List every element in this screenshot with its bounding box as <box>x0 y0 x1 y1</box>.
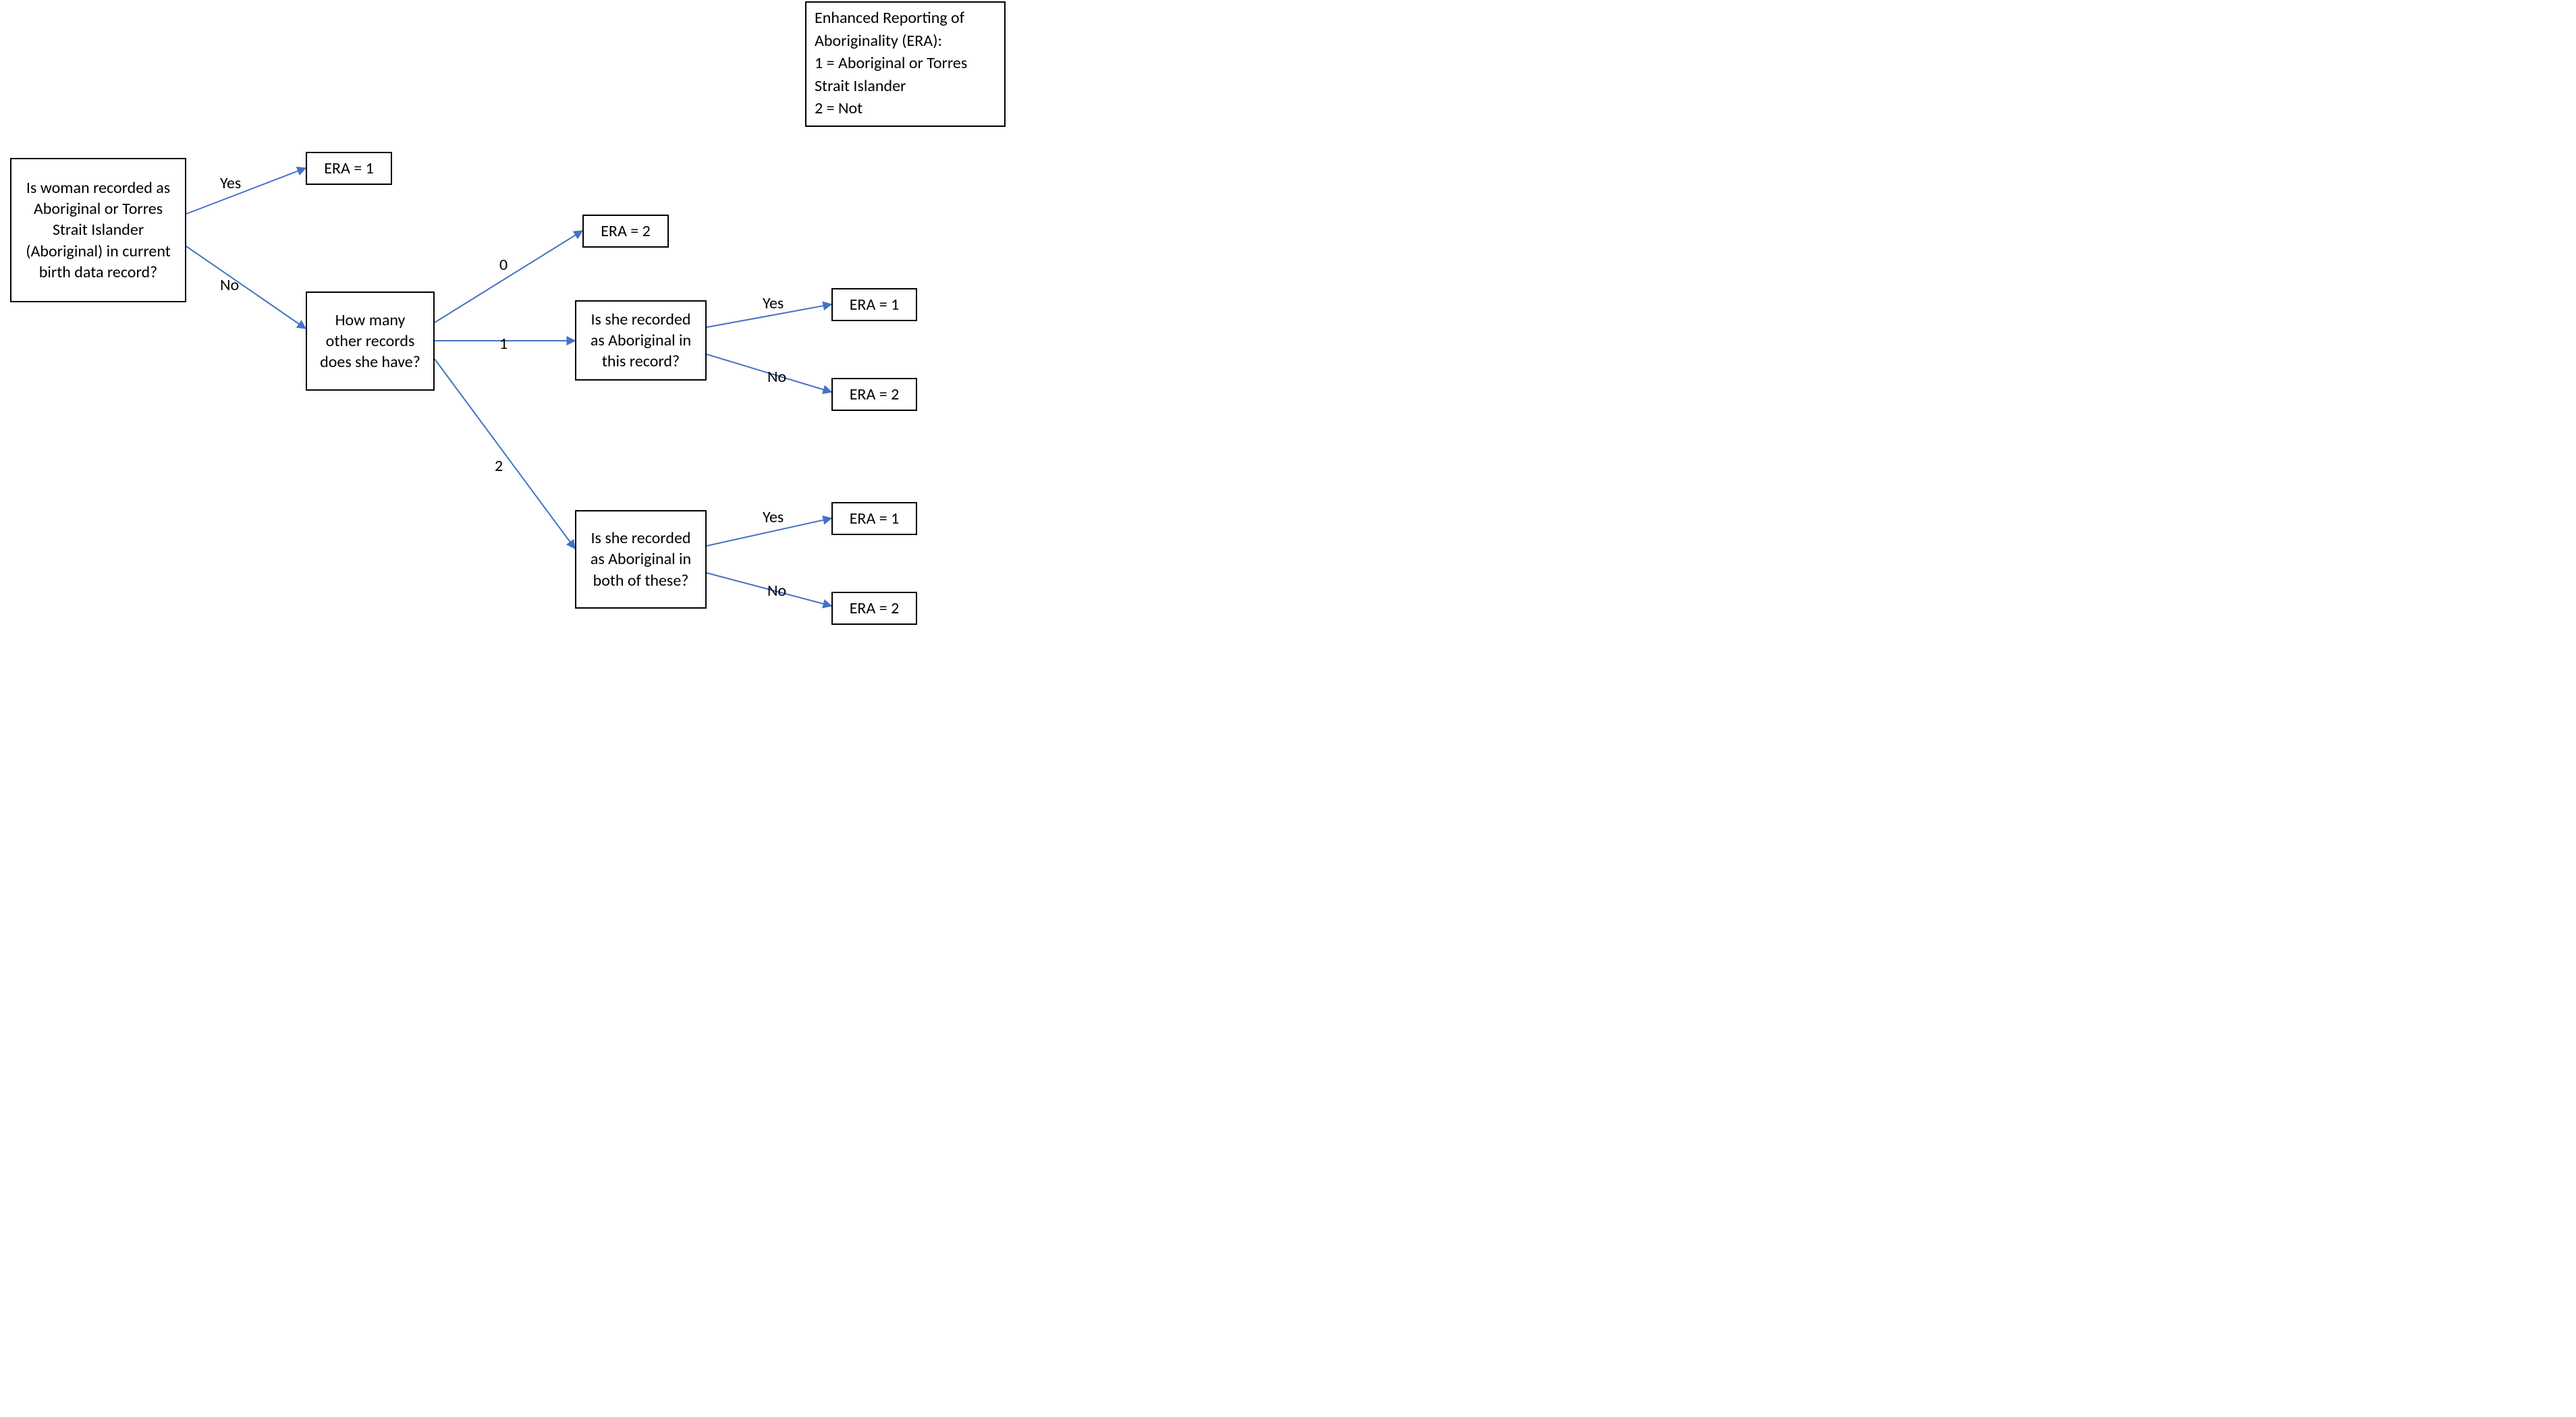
edge-label: 2 <box>495 456 503 476</box>
node-era1-q4: ERA = 1 <box>831 502 917 535</box>
legend-box: Enhanced Reporting ofAboriginality (ERA)… <box>805 1 1006 127</box>
node-era1-top: ERA = 1 <box>306 152 392 185</box>
edge-label: No <box>767 367 786 387</box>
node-era2-q4: ERA = 2 <box>831 592 917 625</box>
node-era1-q3: ERA = 1 <box>831 288 917 321</box>
legend-line: 2 = Not <box>815 97 996 120</box>
node-q3: Is she recorded as Aboriginal in this re… <box>575 300 707 381</box>
edge-arrow <box>186 168 306 214</box>
edge-arrow <box>435 359 575 549</box>
flowchart-canvas: Enhanced Reporting ofAboriginality (ERA)… <box>0 0 1053 686</box>
legend-line: Aboriginality (ERA): <box>815 30 996 53</box>
edge-label: Yes <box>220 173 241 193</box>
edge-label: 1 <box>499 334 508 354</box>
node-q4: Is she recorded as Aboriginal in both of… <box>575 510 707 609</box>
edge-arrow <box>435 231 582 323</box>
edge-label: 0 <box>499 255 508 275</box>
edge-label: No <box>220 275 239 295</box>
legend-line: Enhanced Reporting of <box>815 7 996 30</box>
node-q1: Is woman recorded as Aboriginal or Torre… <box>10 158 186 302</box>
node-era2-q3: ERA = 2 <box>831 378 917 411</box>
legend-line: 1 = Aboriginal or Torres <box>815 52 996 75</box>
legend-line: Strait Islander <box>815 75 996 98</box>
node-era2-top: ERA = 2 <box>582 215 669 248</box>
edge-label: No <box>767 581 786 601</box>
edge-arrow <box>186 246 306 329</box>
edge-label: Yes <box>763 294 784 313</box>
node-q2: How many other records does she have? <box>306 291 435 391</box>
edge-label: Yes <box>763 507 784 527</box>
